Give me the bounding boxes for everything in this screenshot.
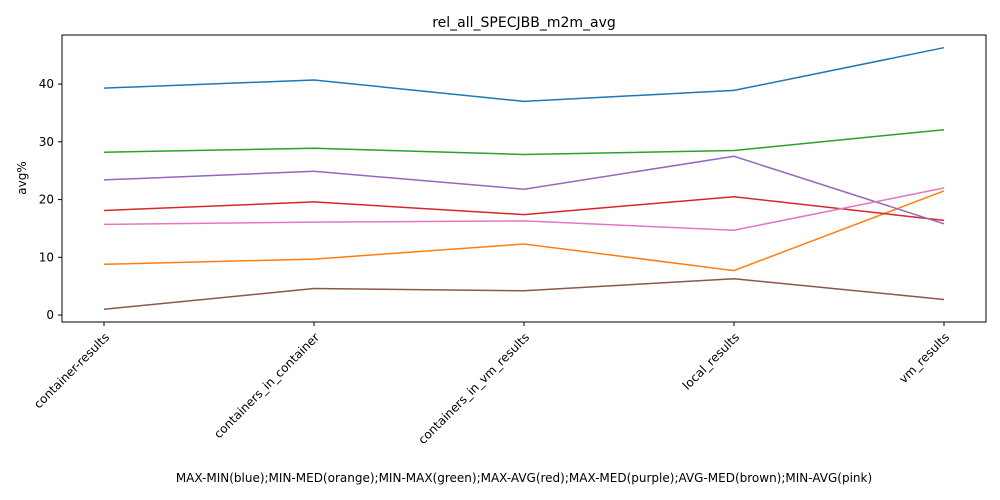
y-tick-label: 30 <box>39 135 54 149</box>
series-line-4 <box>103 155 945 225</box>
x-axis: container-results containers_in_container… <box>31 322 952 447</box>
series-line-6 <box>103 187 945 231</box>
y-axis-label: avg% <box>15 161 29 194</box>
y-tick-label: 0 <box>46 308 54 322</box>
x-tick-label: container-results <box>31 330 112 411</box>
chart-title: rel_all_SPECJBB_m2m_avg <box>432 15 616 31</box>
x-tick-label: vm_results <box>896 330 952 386</box>
x-tick-label: containers_in_vm_results <box>415 330 532 447</box>
series-layer <box>103 46 945 311</box>
y-tick-label: 40 <box>39 77 54 91</box>
x-tick-label: local_results <box>680 330 742 392</box>
series-line-3 <box>103 195 945 222</box>
series-line-5 <box>103 277 945 311</box>
x-axis-label: MAX-MIN(blue);MIN-MED(orange);MIN-MAX(gr… <box>176 471 872 485</box>
y-axis: 0 10 20 30 40 <box>39 77 62 322</box>
x-tick-label: containers_in_container <box>211 330 322 441</box>
y-tick-label: 20 <box>39 193 54 207</box>
plot-frame <box>61 34 987 323</box>
series-line-2 <box>103 128 945 156</box>
y-tick-label: 10 <box>39 250 54 264</box>
series-line-0 <box>103 46 945 103</box>
series-line-1 <box>103 190 945 272</box>
